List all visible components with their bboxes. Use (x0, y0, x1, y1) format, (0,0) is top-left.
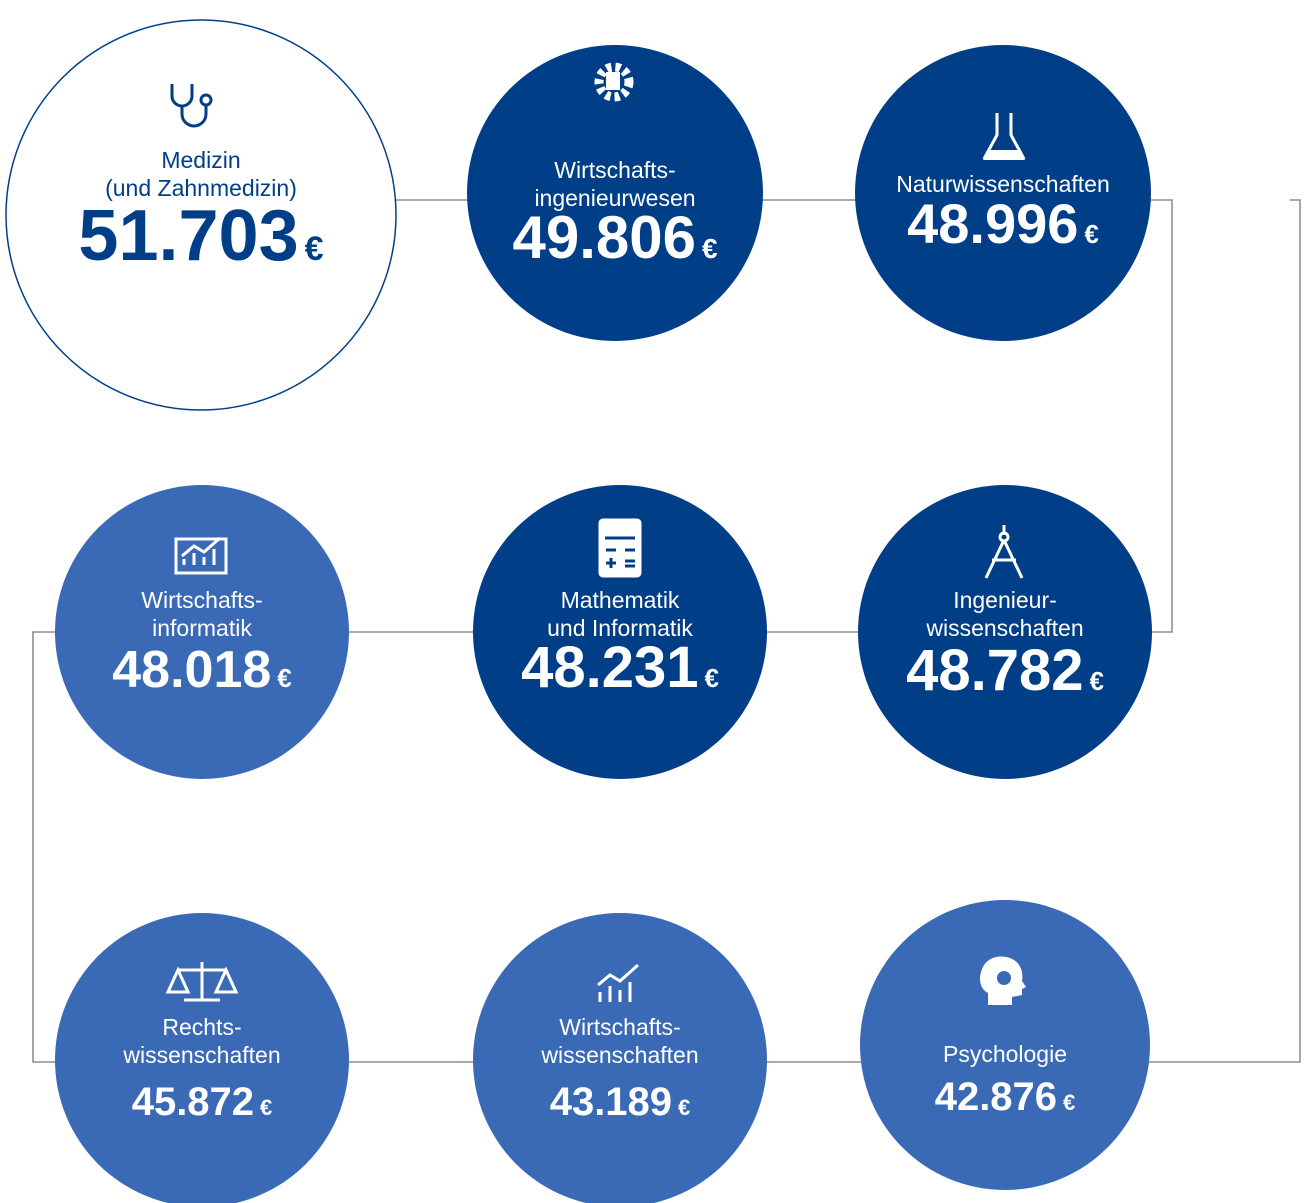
currency: € (305, 230, 324, 268)
node-circle (55, 485, 349, 779)
growth-icon (597, 963, 639, 1002)
node-label: Wirtschafts- (554, 157, 675, 183)
currency: € (678, 1095, 690, 1120)
value-number: 48.231 (521, 635, 698, 700)
stethoscope-icon (170, 84, 208, 128)
node-label: Medizin (161, 147, 240, 173)
node-circle (55, 913, 349, 1203)
value-number: 45.872 (132, 1080, 254, 1124)
node-label: ingenieurwesen (534, 185, 695, 211)
node-value: 48.018 € (112, 641, 292, 699)
node-value: 51.703 € (78, 196, 323, 276)
node-label: Wirtschafts- (141, 587, 262, 613)
node-circle (860, 900, 1150, 1190)
calculator-icon (605, 536, 635, 568)
node-value: 48.231 € (521, 635, 719, 700)
node-circle (467, 45, 763, 341)
node-circle (473, 485, 767, 779)
stethoscope-icon (199, 93, 213, 107)
node-label: Wirtschafts- (559, 1014, 680, 1040)
value-number: 43.189 (550, 1080, 672, 1124)
node-label: (und Zahnmedizin) (105, 175, 297, 201)
chart-icon (174, 537, 228, 575)
value-number: 48.018 (112, 641, 271, 699)
compass-icon (998, 531, 1010, 543)
value-number: 42.876 (935, 1075, 1057, 1119)
currency: € (1089, 666, 1103, 696)
currency: € (260, 1095, 272, 1120)
node-value: 43.189 € (550, 1080, 691, 1124)
compass-icon (984, 525, 1024, 579)
value-number: 48.996 (907, 192, 1078, 255)
currency: € (1084, 219, 1098, 249)
chart-icon (181, 536, 221, 565)
node-label: und Informatik (547, 615, 693, 641)
node-circle (5, 19, 397, 411)
node-label: Rechts- (162, 1014, 241, 1040)
gear-icon (594, 62, 634, 102)
gear-icon (606, 72, 620, 90)
node-label: informatik (152, 615, 252, 641)
node-value: 42.876 € (935, 1075, 1076, 1119)
node-circle (473, 913, 767, 1203)
node-circle (858, 485, 1152, 779)
currency: € (702, 233, 718, 264)
node-label: wissenschaften (122, 1042, 280, 1068)
node-value: 49.806 € (512, 204, 718, 271)
calculator-icon (598, 518, 642, 578)
icons (165, 62, 1026, 1005)
node-circle (855, 45, 1151, 341)
node-label: wissenschaften (540, 1042, 698, 1068)
node-label: Naturwissenschaften (896, 171, 1110, 197)
currency: € (277, 663, 291, 693)
value-number: 49.806 (512, 204, 696, 271)
node-value: 45.872 € (132, 1080, 273, 1124)
value-number: 51.703 (78, 196, 298, 276)
node-value: 48.996 € (907, 192, 1099, 255)
node-label: Mathematik (561, 587, 680, 613)
node-label: Ingenieur- (953, 587, 1057, 613)
scale-icon (165, 962, 239, 1002)
connectors (32, 199, 1301, 1063)
currency: € (704, 663, 718, 693)
head-icon (997, 971, 1011, 985)
flask-icon (983, 150, 1025, 160)
node-label: wissenschaften (925, 615, 1083, 641)
node-value: 48.782 € (906, 638, 1104, 703)
value-number: 48.782 (906, 638, 1083, 703)
node-label: Psychologie (943, 1041, 1067, 1067)
currency: € (1063, 1090, 1075, 1115)
